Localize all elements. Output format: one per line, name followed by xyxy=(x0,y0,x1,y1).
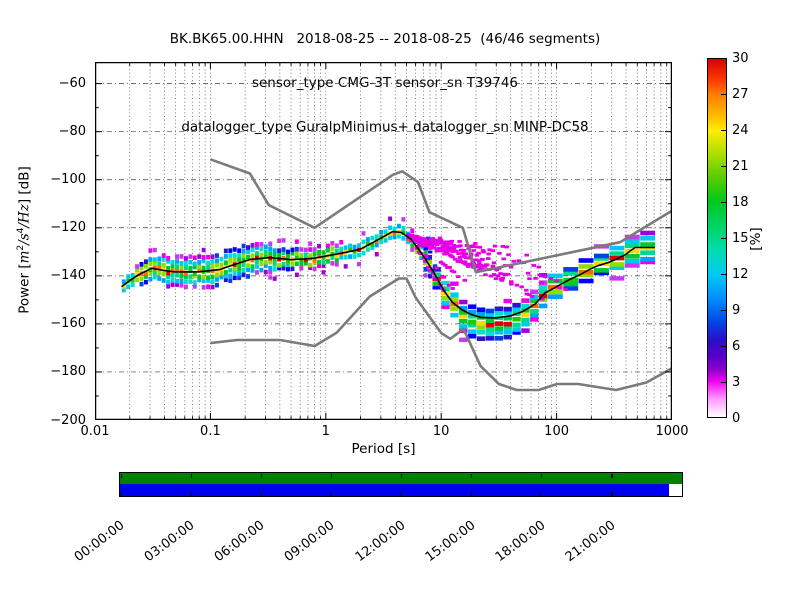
coverage-tick-mark xyxy=(681,491,683,496)
coverage-tick-mark xyxy=(401,473,403,478)
x-tick-label: 100 xyxy=(544,424,569,439)
ppsd-plot-area xyxy=(95,62,672,420)
y-tick-label: −120 xyxy=(50,220,86,236)
colorbar-tick-mark xyxy=(721,93,726,95)
colorbar-tick-mark xyxy=(721,129,726,131)
figure-title: BK.BK65.00.HHN 2018-08-25 -- 2018-08-25 … xyxy=(60,3,710,164)
time-tick-label: 00:00:00 xyxy=(71,518,128,566)
y-tick-label: −80 xyxy=(58,124,86,140)
y-tick-label: −140 xyxy=(50,268,86,284)
title-line-2: sensor_type CMG-3T sensor_sn T39746 xyxy=(251,74,519,91)
time-tick-label: 06:00:00 xyxy=(212,518,268,566)
coverage-tick-mark xyxy=(260,491,262,496)
coverage-tick-mark xyxy=(611,473,613,478)
title-line-1: BK.BK65.00.HHN 2018-08-25 -- 2018-08-25 … xyxy=(169,31,601,48)
y-tick-label: −100 xyxy=(50,172,86,188)
colorbar-tick-label: 30 xyxy=(732,50,749,66)
coverage-tick-mark xyxy=(611,491,613,496)
colorbar-tick-mark xyxy=(721,273,726,275)
colorbar-tick-label: 12 xyxy=(732,266,749,282)
coverage-segment-green xyxy=(120,473,682,484)
x-tick-label: 10 xyxy=(432,424,450,439)
coverage-tick-mark xyxy=(401,491,403,496)
time-tick-label: 15:00:00 xyxy=(422,518,479,566)
x-tick-label: 0.1 xyxy=(200,424,221,439)
coverage-tick-mark xyxy=(541,473,543,478)
coverage-tick-mark xyxy=(120,473,122,478)
colorbar-tick-label: 3 xyxy=(732,374,741,390)
coverage-tick-mark xyxy=(541,491,543,496)
colorbar-tick-label: 9 xyxy=(732,302,741,318)
y-tick-label: −60 xyxy=(58,76,86,92)
y-tick-label: −200 xyxy=(50,412,86,428)
colorbar-tick-label: 18 xyxy=(732,194,749,210)
colorbar-tick-label: 6 xyxy=(732,338,741,354)
x-tick-label: 1000 xyxy=(655,424,689,439)
colorbar-tick-label: 21 xyxy=(732,158,749,174)
colorbar-tick-label: 27 xyxy=(732,86,749,102)
time-tick-label: 21:00:00 xyxy=(562,518,619,566)
time-tick-label: 09:00:00 xyxy=(282,518,338,566)
coverage-tick-mark xyxy=(471,491,473,496)
colorbar-tick-mark xyxy=(721,201,726,203)
colorbar-tick-label: 24 xyxy=(732,122,749,138)
colorbar-tick-mark xyxy=(721,237,726,239)
coverage-tick-mark xyxy=(330,473,333,478)
y-tick-label: −160 xyxy=(50,316,86,332)
x-axis-label: Period [s] xyxy=(351,441,416,457)
colorbar xyxy=(707,58,727,418)
y-tick-label: −180 xyxy=(50,364,86,380)
coverage-segment-blue xyxy=(120,484,670,496)
coverage-tick-mark xyxy=(471,473,473,478)
colorbar-tick-mark xyxy=(721,345,726,347)
x-tick-label: 1 xyxy=(321,424,330,439)
coverage-tick-mark xyxy=(190,473,192,478)
time-tick-label: 18:00:00 xyxy=(492,518,549,566)
time-tick-label: 03:00:00 xyxy=(141,518,198,566)
colorbar-tick-mark xyxy=(721,165,726,167)
colorbar-tick-mark xyxy=(721,381,726,383)
coverage-tick-mark xyxy=(330,491,333,496)
x-tick-label: 0.01 xyxy=(80,424,110,439)
coverage-tick-mark xyxy=(120,491,122,496)
coverage-tick-mark xyxy=(190,491,192,496)
colorbar-tick-mark xyxy=(721,309,726,311)
time-tick-label: 12:00:00 xyxy=(352,518,409,566)
colorbar-tick-label: 0 xyxy=(732,410,741,426)
title-line-3: datalogger_type GuralpMinimus+ datalogge… xyxy=(181,118,589,135)
y-axis-label: Power [m2/s4/Hz] [dB] xyxy=(16,166,33,314)
colorbar-tick-label: 15 xyxy=(732,230,749,246)
coverage-tick-mark xyxy=(260,473,262,478)
coverage-tick-mark xyxy=(681,473,683,478)
